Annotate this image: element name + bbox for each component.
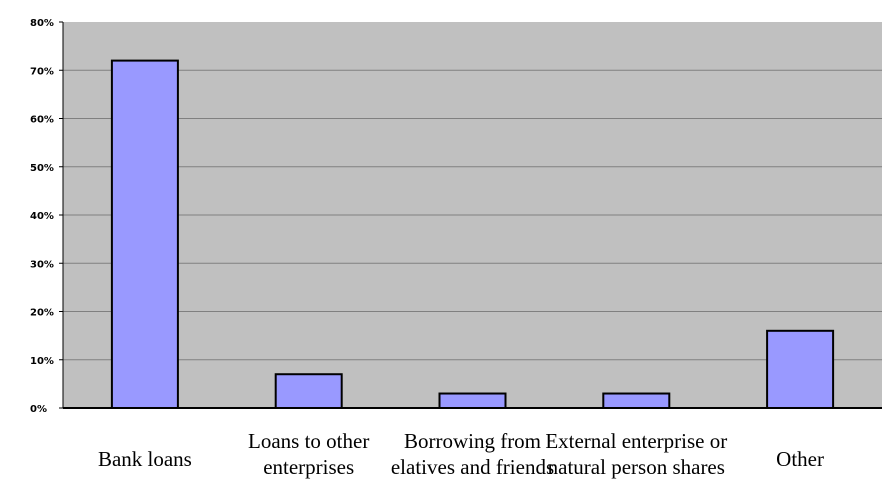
y-tick-label: 20% bbox=[30, 308, 54, 319]
category-label-line: Borrowing from bbox=[404, 429, 541, 453]
y-tick-label: 80% bbox=[30, 18, 54, 29]
category-label: External enterprise or natural person sha… bbox=[545, 429, 727, 479]
category-label-line: enterprises bbox=[263, 455, 354, 479]
y-tick-label: 60% bbox=[30, 115, 54, 126]
y-axis-ticks: 0% 10% 20% 30% 40% 50% 60% 70% 80% bbox=[30, 18, 64, 415]
category-label: Loans to other enterprises bbox=[248, 429, 369, 479]
grid-lines bbox=[63, 69, 882, 361]
category-label-line: Loans to other bbox=[248, 429, 369, 453]
category-label-line: External enterprise or bbox=[545, 429, 727, 453]
category-label: Bank loans bbox=[98, 447, 192, 471]
y-tick-label: 70% bbox=[30, 66, 54, 77]
bar bbox=[274, 373, 343, 410]
y-tick-label: 40% bbox=[30, 211, 54, 222]
category-label-line: Bank loans bbox=[98, 447, 192, 471]
y-tick-label: 0% bbox=[30, 404, 47, 415]
bar bbox=[438, 392, 507, 409]
y-tick-label: 50% bbox=[30, 163, 54, 174]
y-tick-label: 10% bbox=[30, 356, 54, 367]
bar bbox=[602, 392, 671, 409]
category-label-line: natural person shares bbox=[548, 455, 725, 479]
category-label: Borrowing from elatives and friends bbox=[391, 429, 554, 479]
y-tick-label: 30% bbox=[30, 259, 54, 270]
bar bbox=[766, 329, 835, 409]
category-label-line: elatives and friends bbox=[391, 455, 554, 479]
category-label-line: Other bbox=[776, 447, 824, 471]
bar bbox=[110, 59, 179, 409]
category-label: Other bbox=[776, 447, 824, 471]
category-labels: Bank loans Loans to other enterprises Borro… bbox=[98, 429, 824, 479]
